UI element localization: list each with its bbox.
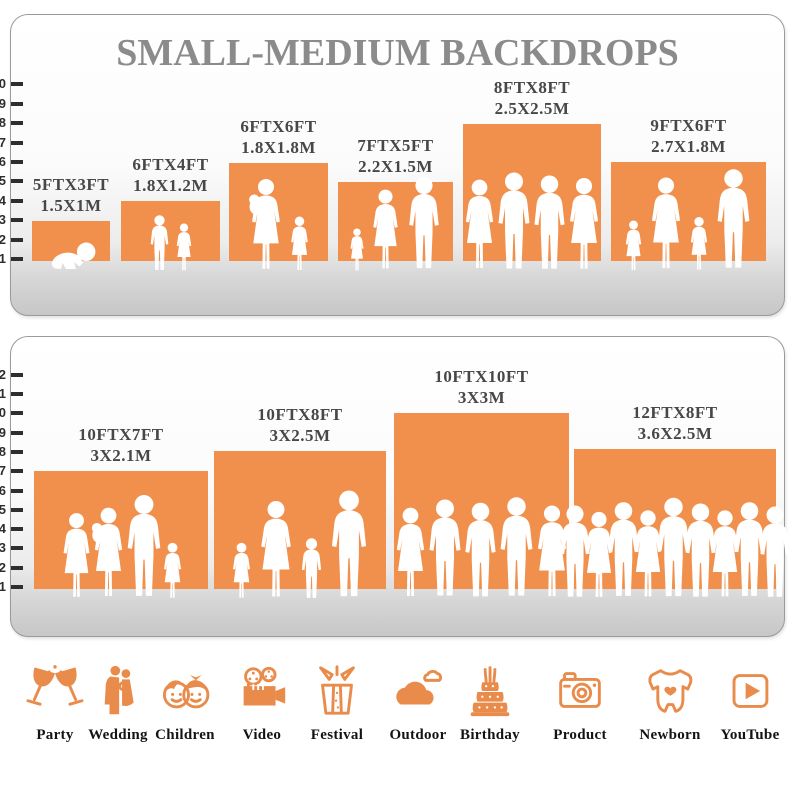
backdrop-bar-10x10ft: 10FTX10FT 3X3M: [394, 367, 569, 597]
backdrop-bar-5x3ft: 5FTX3FT 1.5X1M: [32, 175, 110, 270]
youtube-icon: [732, 674, 768, 708]
party-icon: [26, 665, 84, 706]
newborn-icon: [648, 669, 692, 713]
boy-silhouette: [301, 538, 321, 598]
children-icon: [162, 675, 210, 709]
man-silhouette: [760, 506, 790, 597]
category-newborn: Newborn: [639, 662, 700, 744]
man-silhouette: [500, 497, 533, 596]
bar-label: 7FTX5FT 2.2X1.5M: [357, 136, 434, 176]
people-silhouettes: [121, 215, 220, 272]
backdrop-bar-9x6ft: 9FTX6FT 2.7X1.8M: [611, 116, 766, 271]
bar-label: 6FTX6FT 1.8X1.8M: [240, 117, 317, 157]
woman-silhouette: [396, 507, 425, 597]
category-video: Video: [233, 662, 291, 744]
woman-silhouette: [651, 177, 681, 269]
girl-silhouette: [690, 217, 708, 270]
page-title: SMALL-MEDIUM BACKDROPS: [116, 32, 679, 74]
panel-medium-backdrops: 12 11 10 9 8 7 6 5 4 3 2 1 10FTX7FT3X2.1…: [0, 336, 790, 637]
man-silhouette: [498, 172, 530, 269]
outdoor-icon: [396, 670, 443, 705]
girl-silhouette: [176, 223, 191, 271]
birthday-icon: [470, 666, 510, 717]
festival-icon: [319, 665, 355, 715]
bar-label: 12FTX8FT 3.6X2.5M: [632, 403, 718, 443]
bar-label: 9FTX6FT 2.7X1.8M: [650, 116, 727, 156]
backdrop-bar-12x8ft: 12FTX8FT 3.6X2.5M: [560, 403, 790, 597]
category-wedding: Wedding: [88, 662, 148, 744]
boy-silhouette: [150, 215, 168, 271]
man-silhouette: [429, 499, 461, 596]
category-outdoor: Outdoor: [389, 662, 447, 744]
girl-silhouette: [290, 216, 308, 271]
bar-label: 6FTX4FT 1.8X1.2M: [132, 155, 209, 195]
category-product: Product: [551, 662, 609, 744]
people-silhouettes: [229, 178, 328, 272]
category-youtube: YouTube: [720, 662, 779, 744]
bar-label: 8FTX8FT 2.5X2.5M: [493, 78, 571, 118]
backdrop-bar-10x8ft: 10FTX8FT 3X2.5M: [214, 405, 386, 598]
mother-baby-silhouette: [247, 178, 285, 272]
man-silhouette: [717, 169, 750, 268]
people-silhouettes: [34, 494, 208, 600]
mother-baby-silhouette: [90, 506, 127, 600]
bar-label: 5FTX3FT 1.5X1M: [32, 175, 110, 215]
people-silhouettes: [463, 172, 601, 272]
video-icon: [243, 666, 286, 706]
man-silhouette: [534, 175, 565, 269]
backdrop-bar-6x4ft: 6FTX4FT 1.8X1.2M: [121, 155, 220, 271]
woman-silhouette: [373, 189, 398, 269]
man-silhouette: [127, 495, 160, 596]
product-icon: [559, 672, 601, 708]
man-silhouette: [409, 176, 439, 269]
category-birthday: Birthday: [460, 662, 520, 744]
girl-silhouette: [163, 542, 181, 598]
people-silhouettes: [32, 240, 110, 272]
backdrop-bar-7x5ft: 7FTX5FT 2.2X1.5M: [338, 136, 453, 271]
people-silhouettes: [338, 176, 453, 272]
girl-silhouette: [625, 220, 642, 271]
backdrop-bar-6x6ft: 6FTX6FT 1.8X1.8M: [229, 117, 328, 271]
people-silhouettes: [560, 497, 790, 600]
category-party: Party: [26, 662, 84, 744]
backdrop-bar-8x8ft: 8FTX8FT 2.5X2.5M: [463, 78, 601, 269]
wedding-icon: [104, 665, 134, 715]
people-silhouettes: [611, 168, 766, 272]
woman-silhouette: [260, 501, 291, 597]
man-silhouette: [331, 490, 366, 597]
category-festival: Festival: [308, 662, 366, 744]
baby-silhouette: [51, 242, 96, 270]
backdrop-bar-10x7ft: 10FTX7FT 3X2.1M: [34, 425, 208, 598]
people-silhouettes: [394, 496, 569, 600]
category-children: Children: [155, 662, 215, 744]
woman-silhouette: [63, 513, 89, 597]
bar-label: 10FTX7FT 3X2.1M: [78, 425, 164, 465]
man-silhouette: [465, 502, 496, 597]
woman-silhouette: [465, 179, 494, 269]
girl-silhouette: [232, 542, 250, 598]
people-silhouettes: [214, 490, 386, 600]
toddler-silhouette: [350, 228, 364, 271]
woman-silhouette: [569, 177, 599, 269]
bar-label: 10FTX10FT 3X3M: [434, 367, 529, 407]
bar-label: 10FTX8FT 3X2.5M: [257, 405, 343, 445]
panel-small-backdrops: SMALL-MEDIUM BACKDROPS 10 9 8 7 6 5 4 3 …: [0, 14, 785, 316]
